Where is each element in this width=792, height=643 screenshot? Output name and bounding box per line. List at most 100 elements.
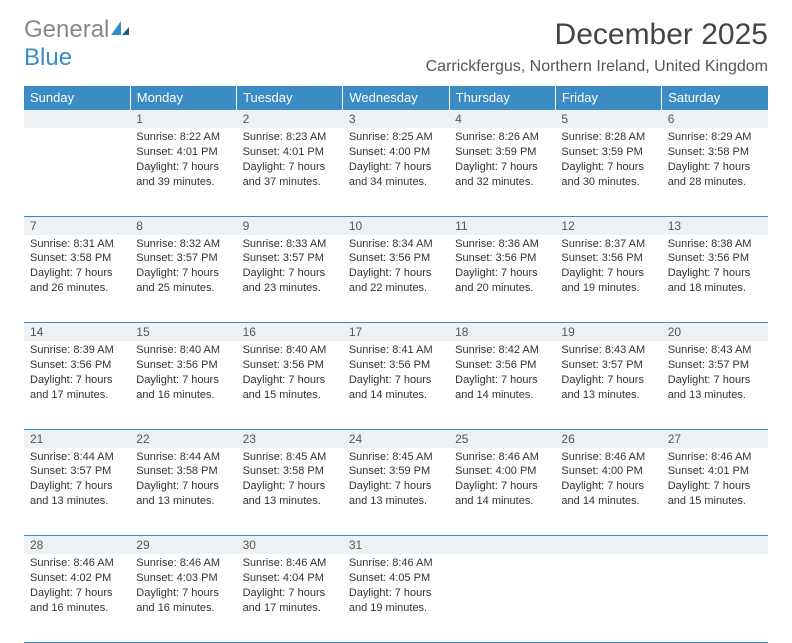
day-detail-cell: Sunrise: 8:32 AMSunset: 3:57 PMDaylight:… — [130, 235, 236, 323]
day-number-cell: 10 — [343, 216, 449, 235]
detail-line: Sunrise: 8:33 AM — [243, 237, 337, 252]
detail-line: Sunrise: 8:38 AM — [668, 237, 762, 252]
detail-line: Sunrise: 8:23 AM — [243, 130, 337, 145]
day-number-cell — [449, 536, 555, 555]
day-detail-cell: Sunrise: 8:34 AMSunset: 3:56 PMDaylight:… — [343, 235, 449, 323]
detail-line: Daylight: 7 hours and 13 minutes. — [668, 373, 762, 403]
detail-line: Sunrise: 8:46 AM — [561, 450, 655, 465]
detail-line: Sunset: 3:57 PM — [561, 358, 655, 373]
weekday-header-row: Sunday Monday Tuesday Wednesday Thursday… — [24, 86, 768, 110]
weekday-header: Saturday — [662, 86, 768, 110]
day-detail-cell: Sunrise: 8:46 AMSunset: 4:04 PMDaylight:… — [237, 554, 343, 642]
detail-line: Sunset: 4:00 PM — [455, 464, 549, 479]
day-detail-cell: Sunrise: 8:29 AMSunset: 3:58 PMDaylight:… — [662, 128, 768, 216]
weekday-header: Friday — [555, 86, 661, 110]
detail-line: Sunrise: 8:40 AM — [136, 343, 230, 358]
day-number-cell — [24, 110, 130, 129]
detail-line: Daylight: 7 hours and 23 minutes. — [243, 266, 337, 296]
day-number-cell: 16 — [237, 323, 343, 342]
detail-line: Sunset: 3:56 PM — [243, 358, 337, 373]
logo: General Blue — [24, 18, 131, 72]
detail-line: Sunset: 3:56 PM — [668, 251, 762, 266]
weekday-header: Wednesday — [343, 86, 449, 110]
day-number-row: 28293031 — [24, 536, 768, 555]
day-number-cell: 3 — [343, 110, 449, 129]
day-number-cell: 12 — [555, 216, 661, 235]
day-number-cell: 15 — [130, 323, 236, 342]
detail-line: Daylight: 7 hours and 17 minutes. — [243, 586, 337, 616]
detail-line: Daylight: 7 hours and 13 minutes. — [561, 373, 655, 403]
detail-line: Sunrise: 8:46 AM — [668, 450, 762, 465]
detail-line: Sunset: 3:57 PM — [30, 464, 124, 479]
location: Carrickfergus, Northern Ireland, United … — [426, 58, 768, 76]
day-number-cell: 30 — [237, 536, 343, 555]
day-detail-cell: Sunrise: 8:40 AMSunset: 3:56 PMDaylight:… — [237, 341, 343, 429]
detail-line: Daylight: 7 hours and 15 minutes. — [243, 373, 337, 403]
weekday-header: Monday — [130, 86, 236, 110]
detail-line: Sunrise: 8:26 AM — [455, 130, 549, 145]
day-detail-cell: Sunrise: 8:33 AMSunset: 3:57 PMDaylight:… — [237, 235, 343, 323]
day-number-cell: 2 — [237, 110, 343, 129]
day-number-cell: 24 — [343, 429, 449, 448]
detail-line: Sunrise: 8:44 AM — [30, 450, 124, 465]
detail-line: Daylight: 7 hours and 13 minutes. — [243, 479, 337, 509]
day-number-cell: 26 — [555, 429, 661, 448]
day-detail-cell: Sunrise: 8:44 AMSunset: 3:57 PMDaylight:… — [24, 448, 130, 536]
detail-line: Sunrise: 8:29 AM — [668, 130, 762, 145]
day-detail-cell: Sunrise: 8:45 AMSunset: 3:59 PMDaylight:… — [343, 448, 449, 536]
day-number-cell: 19 — [555, 323, 661, 342]
day-number-cell — [662, 536, 768, 555]
detail-line: Sunset: 3:57 PM — [243, 251, 337, 266]
detail-line: Daylight: 7 hours and 14 minutes. — [455, 479, 549, 509]
detail-line: Sunrise: 8:37 AM — [561, 237, 655, 252]
day-detail-cell — [662, 554, 768, 642]
detail-line: Sunrise: 8:36 AM — [455, 237, 549, 252]
header: General Blue December 2025 Carrickfergus… — [24, 18, 768, 76]
detail-line: Sunrise: 8:46 AM — [136, 556, 230, 571]
detail-line: Daylight: 7 hours and 13 minutes. — [30, 479, 124, 509]
detail-line: Sunset: 4:04 PM — [243, 571, 337, 586]
title-block: December 2025 Carrickfergus, Northern Ir… — [426, 18, 768, 76]
detail-line: Sunrise: 8:28 AM — [561, 130, 655, 145]
day-number-cell: 22 — [130, 429, 236, 448]
detail-line: Sunrise: 8:34 AM — [349, 237, 443, 252]
detail-line: Daylight: 7 hours and 26 minutes. — [30, 266, 124, 296]
detail-line: Daylight: 7 hours and 16 minutes. — [136, 373, 230, 403]
day-detail-cell: Sunrise: 8:36 AMSunset: 3:56 PMDaylight:… — [449, 235, 555, 323]
detail-line: Sunset: 3:56 PM — [30, 358, 124, 373]
detail-line: Sunrise: 8:22 AM — [136, 130, 230, 145]
day-detail-cell: Sunrise: 8:23 AMSunset: 4:01 PMDaylight:… — [237, 128, 343, 216]
detail-line: Sunrise: 8:25 AM — [349, 130, 443, 145]
day-detail-cell: Sunrise: 8:45 AMSunset: 3:58 PMDaylight:… — [237, 448, 343, 536]
detail-line: Daylight: 7 hours and 28 minutes. — [668, 160, 762, 190]
detail-line: Daylight: 7 hours and 25 minutes. — [136, 266, 230, 296]
day-number-cell: 7 — [24, 216, 130, 235]
detail-line: Daylight: 7 hours and 32 minutes. — [455, 160, 549, 190]
detail-line: Sunrise: 8:44 AM — [136, 450, 230, 465]
weekday-header: Tuesday — [237, 86, 343, 110]
day-number-cell: 14 — [24, 323, 130, 342]
detail-line: Sunset: 4:02 PM — [30, 571, 124, 586]
day-number-cell: 9 — [237, 216, 343, 235]
detail-line: Daylight: 7 hours and 37 minutes. — [243, 160, 337, 190]
detail-line: Daylight: 7 hours and 13 minutes. — [349, 479, 443, 509]
day-detail-cell: Sunrise: 8:25 AMSunset: 4:00 PMDaylight:… — [343, 128, 449, 216]
detail-line: Sunrise: 8:31 AM — [30, 237, 124, 252]
day-detail-cell: Sunrise: 8:46 AMSunset: 4:02 PMDaylight:… — [24, 554, 130, 642]
day-number-cell: 6 — [662, 110, 768, 129]
detail-line: Sunset: 4:00 PM — [561, 464, 655, 479]
detail-line: Sunset: 3:59 PM — [349, 464, 443, 479]
detail-line: Sunset: 4:00 PM — [349, 145, 443, 160]
detail-line: Sunset: 3:58 PM — [243, 464, 337, 479]
day-detail-cell — [24, 128, 130, 216]
detail-line: Daylight: 7 hours and 14 minutes. — [349, 373, 443, 403]
day-detail-cell: Sunrise: 8:28 AMSunset: 3:59 PMDaylight:… — [555, 128, 661, 216]
detail-line: Daylight: 7 hours and 39 minutes. — [136, 160, 230, 190]
day-number-cell: 11 — [449, 216, 555, 235]
day-detail-row: Sunrise: 8:22 AMSunset: 4:01 PMDaylight:… — [24, 128, 768, 216]
detail-line: Daylight: 7 hours and 20 minutes. — [455, 266, 549, 296]
day-detail-cell: Sunrise: 8:44 AMSunset: 3:58 PMDaylight:… — [130, 448, 236, 536]
detail-line: Daylight: 7 hours and 18 minutes. — [668, 266, 762, 296]
day-detail-cell: Sunrise: 8:26 AMSunset: 3:59 PMDaylight:… — [449, 128, 555, 216]
day-detail-cell — [449, 554, 555, 642]
